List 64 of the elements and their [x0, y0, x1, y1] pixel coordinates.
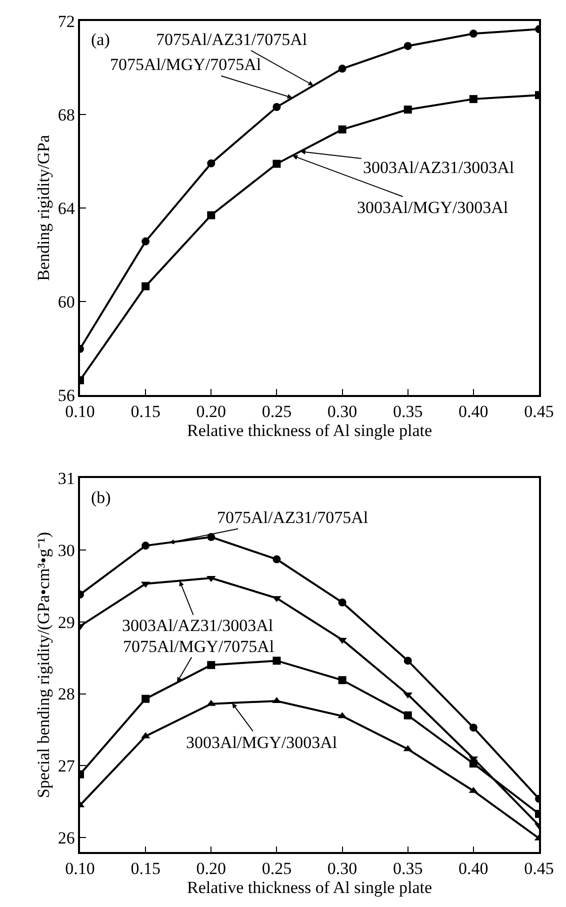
point — [338, 64, 346, 73]
annotation: 3003Al/AZ31/3003Al — [363, 158, 514, 177]
y-axis-title: Bending rigidity/GPa — [34, 134, 53, 281]
x-tick-label: 0.35 — [392, 859, 423, 878]
x-tick-label: 0.20 — [196, 859, 226, 878]
y-tick-label: 27 — [58, 756, 76, 776]
y-tick-label: 26 — [58, 828, 75, 848]
annotation: 3003Al/AZ31/3003Al — [122, 616, 274, 635]
point — [272, 555, 281, 564]
point — [404, 656, 412, 665]
x-tick-label: 0.15 — [130, 859, 160, 878]
point — [272, 656, 281, 665]
point — [207, 211, 216, 220]
point — [469, 95, 478, 104]
x-tick-label: 0.45 — [524, 402, 554, 422]
point — [142, 282, 150, 290]
annotation: 7075Al/AZ31/7075Al — [217, 508, 368, 527]
x-tick-label: 0.30 — [327, 859, 358, 878]
point — [338, 125, 346, 134]
point — [469, 760, 478, 768]
annotation: 3003Al/MGY/3003Al — [186, 733, 338, 752]
x-tick-label: 0.35 — [392, 402, 423, 422]
point — [404, 42, 412, 50]
point — [404, 106, 412, 114]
y-tick-label: 29 — [58, 612, 75, 632]
y-tick-label: 72 — [58, 12, 75, 31]
point — [142, 694, 150, 703]
annotation: (a) — [91, 30, 110, 49]
y-tick-label: 31 — [58, 469, 75, 488]
y-tick-label: 68 — [58, 105, 75, 124]
x-tick-label: 0.10 — [65, 859, 95, 878]
y-tick-label: 64 — [58, 198, 76, 218]
point — [207, 661, 216, 670]
x-tick-label: 0.15 — [130, 402, 160, 422]
y-tick-label: 28 — [58, 684, 75, 704]
x-tick-label: 0.30 — [327, 402, 358, 422]
annotation: (b) — [91, 488, 111, 507]
x-tick-label: 0.25 — [262, 859, 292, 878]
x-tick-label: 0.45 — [524, 859, 554, 878]
annotation: 7075Al/MGY/7075Al — [110, 55, 262, 74]
x-tick-label: 0.40 — [458, 402, 488, 422]
point — [142, 237, 150, 246]
y-tick-label: 30 — [58, 540, 75, 560]
annotation: 7075Al/MGY/7075Al — [123, 637, 274, 656]
point — [272, 103, 281, 112]
annotation: 3003Al/MGY/3003Al — [357, 198, 508, 217]
x-tick-label: 0.40 — [458, 859, 488, 878]
point — [338, 676, 346, 684]
x-axis-title: Relative thickness of Al single plate — [186, 878, 432, 898]
y-tick-label: 60 — [58, 292, 75, 312]
point — [338, 598, 346, 606]
point — [142, 542, 150, 550]
annotation: 7075Al/AZ31/7075Al — [156, 30, 308, 49]
point — [404, 711, 412, 720]
point — [207, 159, 216, 168]
x-tick-label: 0.10 — [65, 402, 95, 422]
y-tick-label: 56 — [58, 386, 75, 405]
x-tick-label: 0.25 — [262, 402, 292, 422]
x-tick-label: 0.20 — [196, 402, 226, 422]
y-axis-title: Special bending rigidity/(GPa•cm³•g⁻¹) — [34, 532, 53, 798]
point — [469, 30, 478, 38]
point — [469, 724, 478, 732]
x-axis-title: Relative thickness of Al single plate — [186, 421, 432, 440]
point — [272, 160, 281, 168]
